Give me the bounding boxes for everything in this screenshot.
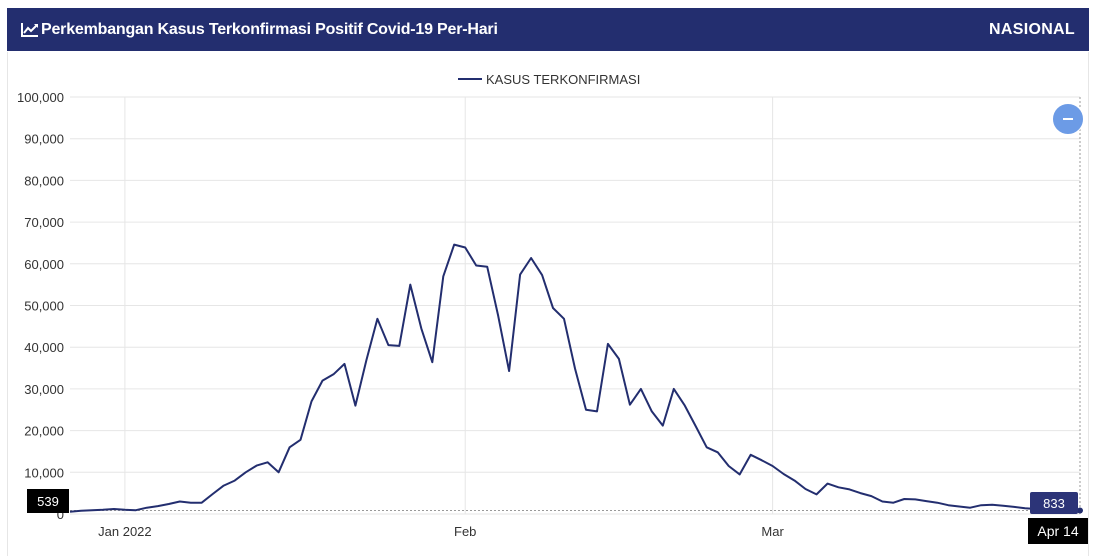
end-date-badge: Apr 14 (1028, 518, 1088, 544)
y-tick-label: 0 (57, 507, 64, 522)
start-value-badge: 539 (27, 489, 69, 513)
x-tick-label: Feb (454, 524, 476, 539)
line-chart-icon (21, 22, 39, 38)
data-point-end[interactable] (1077, 507, 1083, 514)
grid-lines (70, 96, 1081, 515)
header-title-group: Perkembangan Kasus Terkonfirmasi Positif… (21, 21, 498, 39)
y-axis-ticks: 0 10,000 20,000 30,000 40,000 50,000 60,000 70,… (17, 90, 64, 522)
scope-label: NASIONAL (989, 20, 1075, 38)
y-tick-label: 70,000 (24, 215, 64, 230)
y-tick-label: 50,000 (24, 299, 64, 314)
end-value-badge: 833 (1030, 492, 1078, 514)
y-tick-label: 20,000 (24, 424, 64, 439)
legend-label-kasus[interactable]: KASUS TERKONFIRMASI (486, 72, 640, 87)
y-tick-label: 60,000 (24, 257, 64, 272)
chart-title: Perkembangan Kasus Terkonfirmasi Positif… (41, 20, 498, 38)
x-tick-label: Jan 2022 (98, 524, 152, 539)
y-tick-label: 40,000 (24, 340, 64, 355)
chart-header: Perkembangan Kasus Terkonfirmasi Positif… (7, 8, 1089, 51)
y-tick-label: 90,000 (24, 132, 64, 147)
y-tick-label: 100,000 (17, 90, 64, 105)
x-tick-label: Mar (761, 524, 784, 539)
minus-icon (1063, 118, 1073, 120)
series-group (69, 243, 1083, 514)
zoom-out-button[interactable] (1052, 103, 1084, 135)
chart-legend[interactable]: KASUS TERKONFIRMASI (458, 72, 640, 87)
series-line-kasus-terkonfirmasi[interactable] (69, 243, 1081, 513)
chart-panel (7, 52, 1089, 556)
y-tick-label: 80,000 (24, 173, 64, 188)
x-axis-ticks: Jan 2022 Feb Mar (98, 524, 784, 539)
y-tick-label: 30,000 (24, 382, 64, 397)
y-tick-label: 10,000 (24, 465, 64, 480)
